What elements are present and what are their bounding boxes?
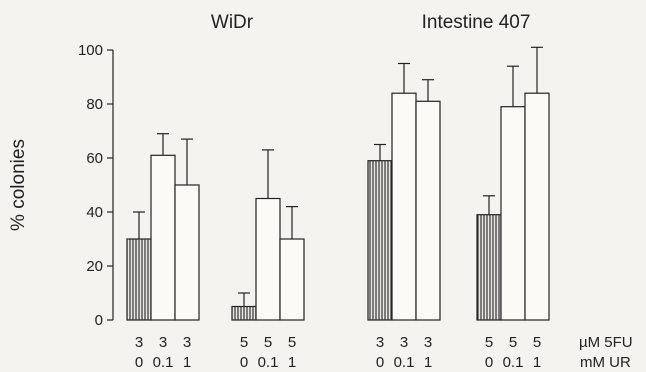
bar xyxy=(524,92,550,321)
category-label-ur: 0.1 xyxy=(503,354,524,371)
category-label-5fu: 3 xyxy=(159,334,167,351)
category-label-5fu: 3 xyxy=(400,334,408,351)
bar xyxy=(476,214,502,321)
category-label-5fu: 5 xyxy=(485,334,493,351)
category-label-ur: 1 xyxy=(533,354,541,371)
y-tick-label: 60 xyxy=(86,150,103,167)
bar xyxy=(415,100,441,321)
category-label-5fu: 5 xyxy=(509,334,517,351)
bar xyxy=(150,154,176,321)
category-label-ur: 0 xyxy=(485,354,493,371)
bar xyxy=(231,305,257,321)
panel-title: Intestine 407 xyxy=(422,12,531,33)
bar xyxy=(174,184,200,321)
category-label-5fu: 3 xyxy=(135,334,143,351)
y-axis-label: % colonies xyxy=(8,139,29,231)
category-label-5fu: 5 xyxy=(264,334,272,351)
row-label-ur: mM UR xyxy=(580,354,631,371)
category-label-5fu: 5 xyxy=(288,334,296,351)
bar xyxy=(126,238,152,321)
bar xyxy=(391,92,417,321)
category-label-ur: 1 xyxy=(424,354,432,371)
category-label-ur: 0 xyxy=(135,354,143,371)
category-label-ur: 0.1 xyxy=(394,354,415,371)
category-label-ur: 0.1 xyxy=(153,354,174,371)
bar xyxy=(367,160,393,321)
bar xyxy=(279,238,305,321)
row-label-5fu: µM 5FU xyxy=(579,334,633,351)
y-tick-label: 0 xyxy=(95,312,103,329)
y-tick-label: 40 xyxy=(86,204,103,221)
y-tick-label: 100 xyxy=(78,42,103,59)
y-tick-label: 20 xyxy=(86,258,103,275)
category-label-ur: 1 xyxy=(288,354,296,371)
panel-title: WiDr xyxy=(211,12,254,33)
category-label-ur: 0 xyxy=(376,354,384,371)
category-label-5fu: 5 xyxy=(533,334,541,351)
category-label-5fu: 3 xyxy=(424,334,432,351)
bar xyxy=(255,197,281,321)
category-label-5fu: 5 xyxy=(240,334,248,351)
bar xyxy=(500,106,526,321)
category-label-5fu: 3 xyxy=(376,334,384,351)
category-label-ur: 1 xyxy=(183,354,191,371)
y-tick-label: 80 xyxy=(86,96,103,113)
category-label-ur: 0.1 xyxy=(258,354,279,371)
category-label-5fu: 3 xyxy=(183,334,191,351)
category-label-ur: 0 xyxy=(240,354,248,371)
